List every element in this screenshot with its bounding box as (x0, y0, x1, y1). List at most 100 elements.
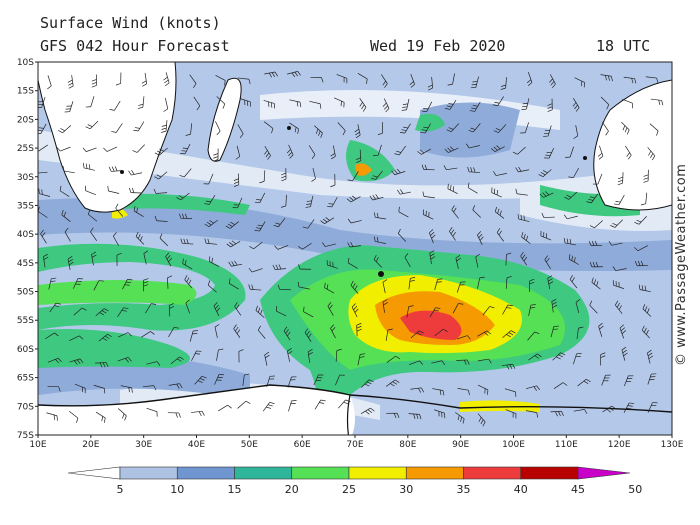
wind-barb (602, 405, 617, 413)
wind-barb (154, 171, 168, 180)
wind-barb (257, 325, 266, 339)
colorbar-segment (520, 466, 579, 480)
wind-barb (456, 281, 466, 293)
wind-barb (477, 384, 489, 395)
longitude-label: 60E (294, 440, 311, 450)
wind-barb (98, 333, 112, 342)
wind-barb (38, 188, 51, 197)
wind-barb (163, 72, 170, 87)
wind-barb (135, 231, 145, 245)
wind-barb (610, 219, 623, 228)
wind-barb (189, 74, 197, 88)
antarctic-coastline (346, 394, 351, 435)
wind-barb (193, 96, 201, 111)
latitude-label: 15S (17, 87, 34, 97)
wind-barb (255, 305, 265, 318)
wind-barb (520, 122, 529, 134)
wind-barb (309, 100, 322, 109)
longitude-label: 100E (502, 440, 525, 450)
forecast-date: Wed 19 Feb 2020 (370, 37, 506, 55)
wind-barb (640, 192, 648, 206)
wind-barb (289, 122, 299, 134)
wind-barb (373, 212, 387, 220)
wind-barb (347, 242, 361, 248)
wind-barb (62, 165, 75, 174)
wind-barb (297, 281, 310, 290)
colorbar-label: 25 (342, 483, 356, 496)
latitude-axis: 10S 15S 20S 25S 30S 35S 40S 45S 50S 55S 60S 65S 70S 7… (17, 58, 38, 441)
wind-barb (588, 240, 603, 247)
wind-barb (600, 74, 613, 82)
wind-barb (93, 384, 106, 394)
wind-barb (288, 400, 297, 412)
wind-barb (48, 277, 57, 290)
wind-barb (68, 410, 79, 423)
forecast-time: 18 UTC (596, 37, 651, 55)
colorbar-segment (234, 466, 293, 480)
wind-barb (204, 238, 218, 245)
wind-barb (528, 304, 536, 317)
wind-barb (598, 322, 604, 337)
wind-barb (304, 328, 312, 342)
wind-barb (233, 173, 240, 187)
wind-barb (512, 146, 526, 155)
wind-barb (597, 145, 604, 160)
wind-barb (422, 209, 434, 220)
wind-barb (420, 123, 431, 134)
wind-barb (113, 232, 119, 246)
wind-barb (64, 227, 71, 242)
wind-barb (254, 221, 266, 232)
wind-barb (445, 100, 457, 110)
wind-barb (382, 98, 390, 113)
wind-barb (477, 413, 486, 427)
wind-barb (137, 96, 145, 109)
wind-barb (564, 191, 578, 200)
wind-barb (266, 375, 275, 387)
wind-barb (417, 148, 432, 155)
wind-barb (351, 303, 359, 318)
wind-barb (128, 170, 143, 176)
map-area (38, 62, 672, 435)
wind-barb (617, 172, 624, 186)
wind-barb (386, 412, 400, 419)
wind-barb (117, 408, 127, 421)
wind-barb (369, 194, 384, 201)
latitude-label: 35S (17, 201, 34, 211)
wind-barb (337, 122, 346, 136)
wind-barb (235, 145, 241, 160)
antarctica-landmass (38, 385, 355, 435)
wind-barb (280, 194, 287, 208)
wind-barb (85, 120, 99, 130)
wind-barb (347, 171, 359, 182)
wind-barb (298, 264, 312, 270)
wind-barb (520, 251, 528, 266)
wind-barb (544, 255, 551, 270)
wind-barb (397, 228, 407, 242)
wind-barb (505, 409, 517, 419)
wind-barb (74, 383, 86, 394)
wind-barb (528, 353, 542, 361)
wind-barb (214, 374, 224, 385)
wind-barb (289, 99, 302, 108)
severe-wind-zone (355, 163, 372, 176)
wind-barb (310, 76, 324, 83)
wind-barb (64, 101, 74, 113)
wind-barb (355, 149, 362, 164)
colorbar-segment (119, 466, 178, 480)
wind-barb (182, 258, 193, 270)
wind-barb (326, 260, 338, 269)
wind-barb (360, 407, 375, 415)
wind-barb (237, 400, 251, 409)
moderate-wind-zone (38, 198, 672, 271)
wind-barb (526, 72, 533, 87)
wind-barb (308, 145, 316, 159)
wind-barb (397, 189, 411, 195)
wind-barb (573, 409, 588, 414)
wind-barb (521, 98, 530, 111)
wind-barb (408, 276, 416, 290)
wind-barb (576, 326, 584, 340)
wind-barb (457, 388, 470, 396)
wind-barb (621, 121, 630, 135)
wind-barb (475, 253, 481, 268)
wind-barb (354, 124, 361, 139)
